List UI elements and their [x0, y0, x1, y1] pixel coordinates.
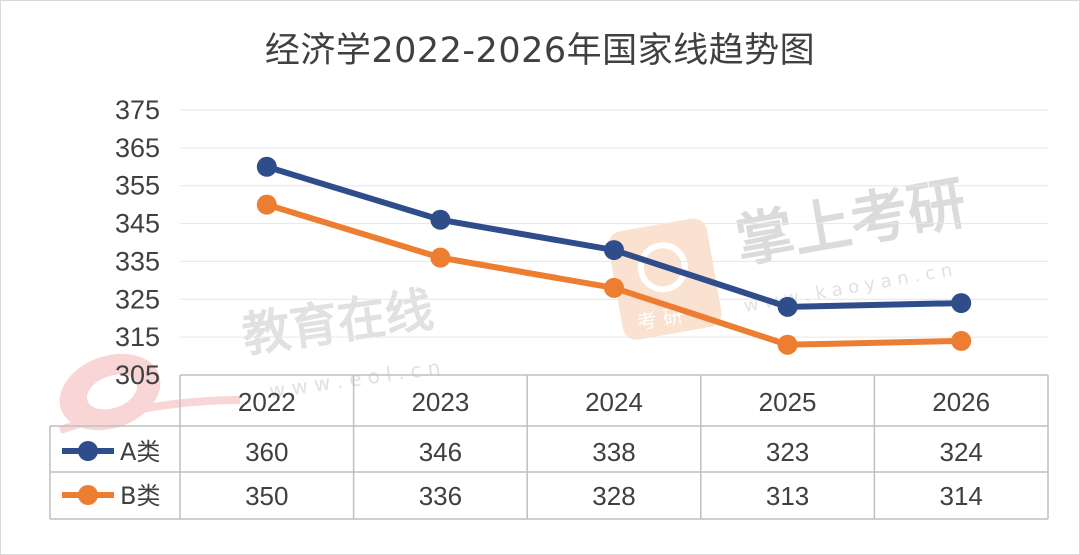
data-point: [777, 296, 798, 317]
data-point: [951, 293, 972, 314]
y-tick-label: 305: [115, 360, 160, 390]
x-tick-label: 2025: [759, 387, 817, 417]
y-tick-label: 315: [115, 322, 160, 352]
kaoyan-watermark-text: 掌上考研: [731, 169, 971, 276]
data-point: [256, 194, 277, 215]
data-point: [256, 156, 277, 177]
y-axis: 375 365 355 345 335 325 315 305: [115, 95, 160, 390]
y-tick-label: 375: [115, 95, 160, 125]
data-table: 2022 2023 2024 2025 2026 A类 360 346 338 323 324 B类 3…: [49, 374, 1049, 520]
y-tick-label: 325: [115, 284, 160, 314]
series-lines: [256, 156, 972, 355]
table-cell-value: 314: [940, 481, 983, 511]
eol-logo: [58, 353, 241, 434]
x-tick-label: 2023: [411, 387, 469, 417]
table-cell-value: 336: [419, 481, 462, 511]
eol-watermark-text: 教育在线: [239, 282, 437, 364]
table-cell-value: 338: [592, 437, 635, 467]
data-point: [430, 247, 451, 268]
y-tick-label: 365: [115, 133, 160, 163]
table-cell-value: 324: [940, 437, 983, 467]
x-tick-label: 2022: [238, 387, 296, 417]
table-cell-value: 328: [592, 481, 635, 511]
legend-label: A类: [120, 438, 160, 466]
data-point: [951, 330, 972, 351]
data-point: [604, 240, 624, 261]
kaoyan-badge: 考 研: [608, 218, 722, 340]
x-tick-label: 2026: [932, 387, 990, 417]
chart-title: 经济学2022-2026年国家线趋势图: [264, 31, 816, 71]
data-point: [604, 277, 624, 298]
legend-label: B类: [120, 482, 160, 510]
x-tick-label: 2024: [585, 387, 643, 417]
data-point: [430, 209, 451, 230]
y-tick-label: 345: [115, 209, 160, 239]
table-cell-value: 350: [245, 481, 288, 511]
table-cell-value: 346: [419, 437, 462, 467]
y-tick-label: 355: [115, 171, 160, 201]
data-point: [777, 334, 798, 355]
legend-key-marker: [78, 485, 98, 505]
table-cell-value: 313: [766, 481, 809, 511]
table-cell-value: 360: [245, 437, 288, 467]
table-cell-value: 323: [766, 437, 809, 467]
y-tick-label: 335: [115, 246, 160, 276]
legend-key-marker: [78, 441, 98, 461]
